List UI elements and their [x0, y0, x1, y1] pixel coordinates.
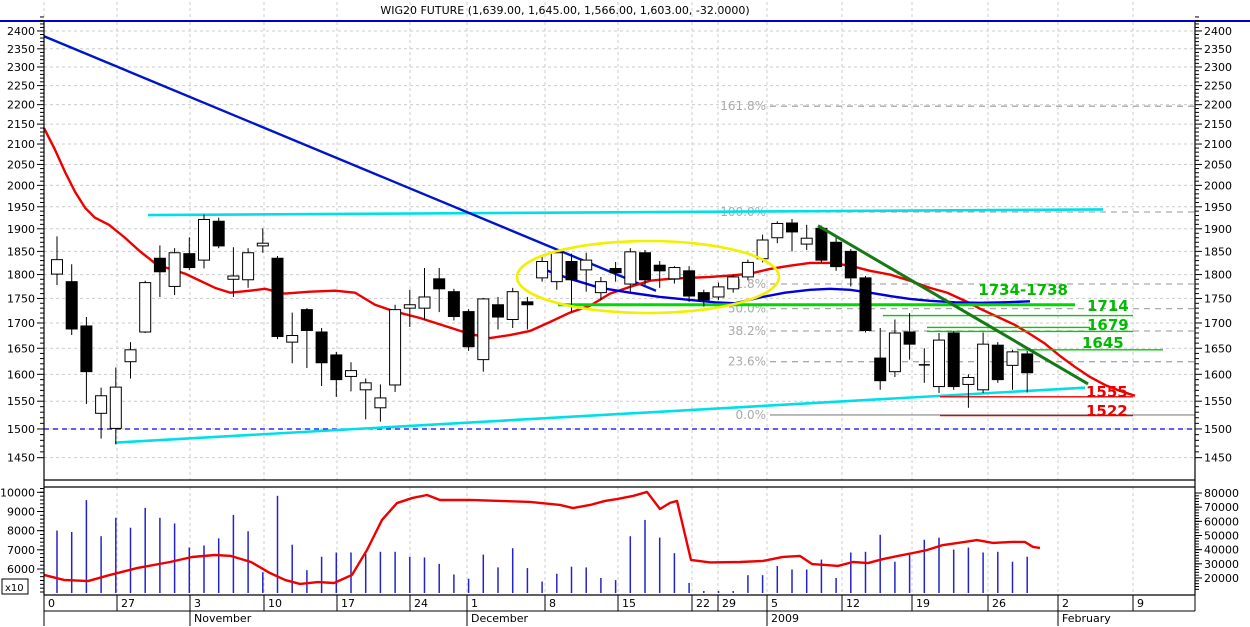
svg-text:1600: 1600	[7, 368, 35, 381]
svg-text:1800: 1800	[1204, 269, 1232, 282]
svg-text:2250: 2250	[7, 80, 35, 93]
svg-text:1: 1	[471, 597, 478, 610]
svg-text:1800: 1800	[7, 269, 35, 282]
svg-text:9: 9	[1137, 597, 1144, 610]
svg-text:1700: 1700	[1204, 317, 1232, 330]
svg-text:30000: 30000	[1204, 558, 1239, 571]
svg-text:2250: 2250	[1204, 80, 1232, 93]
svg-text:161.8%: 161.8%	[720, 99, 766, 113]
svg-text:10000: 10000	[0, 486, 35, 499]
svg-text:50000: 50000	[1204, 530, 1239, 543]
svg-text:2200: 2200	[1204, 99, 1232, 112]
candlesticks	[51, 214, 1034, 445]
support-resistance-levels	[558, 303, 1163, 417]
price-axis: 1450 1450 1500 1500 1550 1550 1600 1600 1650 1650…	[7, 16, 1232, 465]
open-interest-line	[43, 490, 1041, 586]
svg-text:29: 29	[722, 597, 736, 610]
olive-trendline	[817, 224, 1089, 386]
svg-text:8: 8	[549, 597, 556, 610]
svg-text:1500: 1500	[1204, 423, 1232, 436]
svg-text:27: 27	[121, 597, 135, 610]
svg-text:2000: 2000	[7, 179, 35, 192]
svg-text:1522: 1522	[1086, 402, 1128, 420]
svg-text:24: 24	[414, 597, 428, 610]
svg-text:1750: 1750	[7, 292, 35, 305]
svg-text:9000: 9000	[7, 505, 35, 518]
svg-text:70000: 70000	[1204, 501, 1239, 514]
svg-text:2: 2	[1062, 597, 1069, 610]
svg-text:6000: 6000	[7, 563, 35, 576]
svg-text:x10: x10	[5, 583, 24, 594]
svg-text:1500: 1500	[7, 423, 35, 436]
svg-text:1600: 1600	[1204, 368, 1232, 381]
svg-text:1700: 1700	[7, 317, 35, 330]
svg-text:0: 0	[48, 597, 55, 610]
volume-bars	[56, 495, 1028, 593]
svg-text:2009: 2009	[771, 612, 799, 625]
svg-text:2350: 2350	[7, 43, 35, 56]
svg-text:February: February	[1062, 612, 1111, 625]
svg-text:23.6%: 23.6%	[728, 355, 766, 369]
svg-text:2050: 2050	[1204, 158, 1232, 171]
svg-text:1950: 1950	[7, 201, 35, 214]
svg-text:1950: 1950	[1204, 201, 1232, 214]
svg-text:1900: 1900	[1204, 223, 1232, 236]
svg-text:2400: 2400	[1204, 25, 1232, 38]
svg-text:2050: 2050	[7, 158, 35, 171]
svg-text:0.0%: 0.0%	[736, 408, 767, 422]
svg-text:1900: 1900	[7, 223, 35, 236]
svg-text:1650: 1650	[7, 342, 35, 355]
svg-text:1450: 1450	[7, 452, 35, 465]
svg-text:80000: 80000	[1204, 487, 1239, 500]
svg-text:10: 10	[268, 597, 282, 610]
svg-text:1550: 1550	[7, 395, 35, 408]
svg-text:1850: 1850	[1204, 245, 1232, 258]
svg-text:December: December	[471, 612, 529, 625]
svg-text:22: 22	[696, 597, 710, 610]
svg-text:2100: 2100	[7, 138, 35, 151]
svg-text:2400: 2400	[7, 25, 35, 38]
svg-text:2200: 2200	[7, 99, 35, 112]
svg-text:2350: 2350	[1204, 43, 1232, 56]
svg-text:2300: 2300	[7, 61, 35, 74]
svg-text:19: 19	[916, 597, 930, 610]
svg-text:15: 15	[622, 597, 636, 610]
svg-text:2100: 2100	[1204, 138, 1232, 151]
panel-borders	[0, 20, 1250, 596]
svg-text:8000: 8000	[7, 525, 35, 538]
svg-text:1679: 1679	[1087, 316, 1129, 334]
svg-text:38.2%: 38.2%	[728, 324, 766, 338]
svg-text:1650: 1650	[1204, 342, 1232, 355]
svg-text:7000: 7000	[7, 544, 35, 557]
svg-text:40000: 40000	[1204, 544, 1239, 557]
svg-text:1550: 1550	[1204, 395, 1232, 408]
svg-text:1850: 1850	[7, 245, 35, 258]
svg-text:20000: 20000	[1204, 572, 1239, 585]
svg-text:1714: 1714	[1087, 297, 1129, 315]
svg-text:12: 12	[846, 597, 860, 610]
svg-text:3: 3	[194, 597, 201, 610]
chart-title: WIG20 FUTURE (1,639.00, 1,645.00, 1,566.…	[380, 4, 749, 17]
svg-text:2000: 2000	[1204, 179, 1232, 192]
yellow-highlight-ellipse	[515, 239, 781, 315]
svg-text:26: 26	[992, 597, 1006, 610]
svg-text:5: 5	[771, 597, 778, 610]
svg-text:2300: 2300	[1204, 61, 1232, 74]
svg-text:1555: 1555	[1086, 383, 1128, 401]
svg-text:17: 17	[341, 597, 355, 610]
svg-text:2150: 2150	[7, 118, 35, 131]
svg-text:1734-1738: 1734-1738	[978, 281, 1068, 299]
svg-text:60000: 60000	[1204, 515, 1239, 528]
svg-text:1750: 1750	[1204, 292, 1232, 305]
trendlines	[43, 35, 1104, 444]
svg-text:1450: 1450	[1204, 452, 1232, 465]
svg-text:November: November	[194, 612, 252, 625]
svg-text:2150: 2150	[1204, 118, 1232, 131]
svg-text:1645: 1645	[1082, 334, 1124, 352]
